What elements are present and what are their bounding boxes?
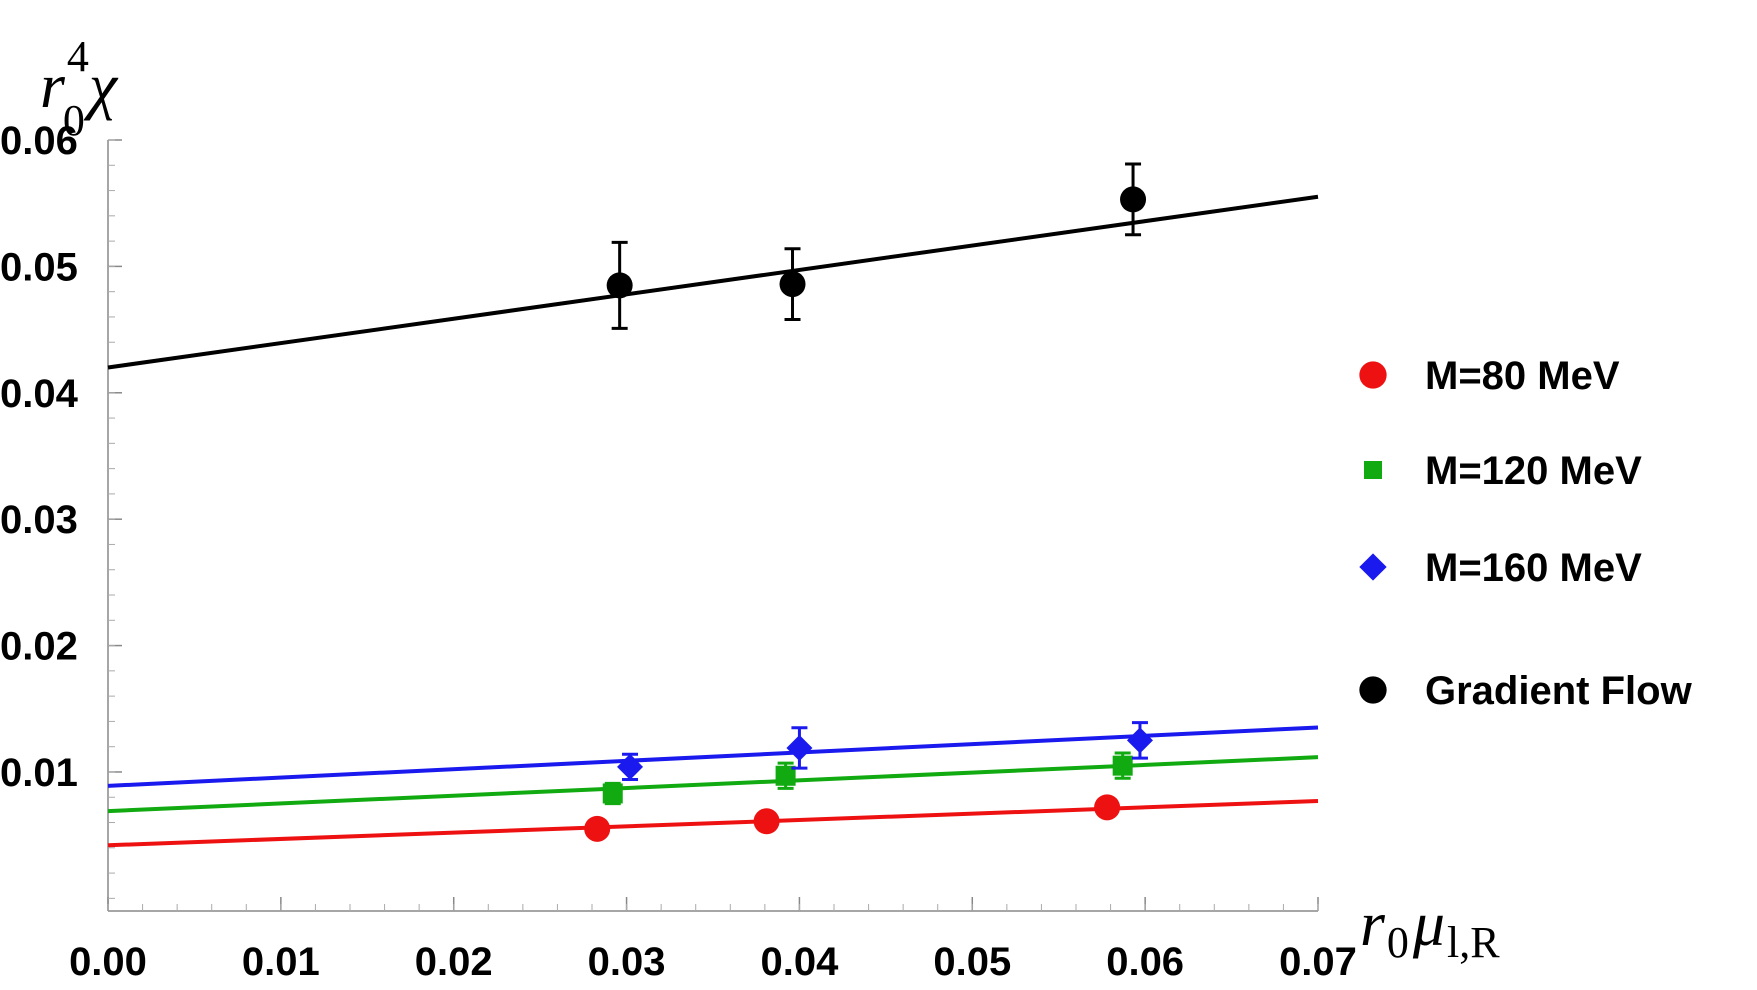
y-axis-title: r4 0χ xyxy=(40,32,119,145)
legend-marker xyxy=(1359,676,1387,704)
point-marker xyxy=(753,808,780,835)
data-point xyxy=(1094,794,1121,821)
legend-label: Gradient Flow xyxy=(1425,669,1693,713)
x-axis-title: r0μl,R xyxy=(1360,888,1500,967)
point-marker xyxy=(606,272,633,299)
y-axis-title-sub: 0 xyxy=(63,96,85,145)
y-tick-label: 0.04 xyxy=(0,372,79,416)
x-axis-title-base: r xyxy=(1360,888,1386,959)
y-tick-label: 0.02 xyxy=(0,625,78,669)
data-points xyxy=(584,162,1153,842)
point-marker xyxy=(1120,186,1147,213)
legend-entry: M=160 MeV xyxy=(1359,546,1642,590)
x-tick-label: 0.02 xyxy=(415,940,493,984)
point-marker xyxy=(775,765,796,786)
x-axis-title-main: μ xyxy=(1412,888,1445,959)
x-tick-label: 0.01 xyxy=(242,940,320,984)
data-point xyxy=(1126,721,1153,760)
point-marker xyxy=(1126,727,1153,754)
point-marker xyxy=(786,734,813,761)
legend-entry: M=80 MeV xyxy=(1359,354,1620,398)
y-axis-title-main: χ xyxy=(83,50,119,121)
x-tick-label: 0.04 xyxy=(760,940,839,984)
y-axis-title-base: r xyxy=(40,50,66,121)
legend-marker xyxy=(1359,553,1387,581)
x-axis-title-sub1: 0 xyxy=(1387,918,1409,967)
data-point xyxy=(584,815,611,842)
legend-entry: Gradient Flow xyxy=(1359,669,1693,713)
legend-label: M=80 MeV xyxy=(1425,354,1620,398)
legend-label: M=160 MeV xyxy=(1425,546,1642,590)
fit-line xyxy=(107,194,1319,370)
point-marker xyxy=(779,271,806,298)
legend-marker xyxy=(1359,361,1387,389)
fit-line xyxy=(107,725,1319,788)
data-point xyxy=(1112,751,1133,780)
point-marker xyxy=(617,753,644,780)
data-point xyxy=(779,247,806,321)
x-tick-label: 0.06 xyxy=(1106,940,1184,984)
x-tick-label: 0.03 xyxy=(588,940,666,984)
fit-line xyxy=(107,755,1319,814)
x-tick-label: 0.00 xyxy=(69,940,147,984)
legend-marker xyxy=(1364,461,1382,479)
legend: M=80 MeV M=120 MeV M=160 MeV Gradient Flow xyxy=(1359,354,1693,713)
point-marker xyxy=(584,815,611,842)
fit-line xyxy=(107,799,1319,848)
axes: 0.00 0.01 0.02 0.03 0.04 0.05 0.06 0.07 0.01 0.02… xyxy=(0,119,1357,984)
point-marker xyxy=(1094,794,1121,821)
x-tick-label: 0.07 xyxy=(1279,940,1357,984)
y-tick-label: 0.01 xyxy=(0,751,78,795)
legend-entry: M=120 MeV xyxy=(1364,449,1642,493)
y-tick-label: 0.06 xyxy=(0,119,78,163)
data-point xyxy=(1120,162,1147,237)
y-tick-label: 0.03 xyxy=(0,498,78,542)
x-tick-label: 0.05 xyxy=(933,940,1011,984)
data-point xyxy=(606,240,633,330)
y-tick-label: 0.05 xyxy=(0,245,78,289)
point-marker xyxy=(602,783,623,804)
y-axis-title-sup: 4 xyxy=(67,32,89,81)
data-point xyxy=(617,752,644,782)
data-point xyxy=(775,761,796,790)
legend-label: M=120 MeV xyxy=(1425,449,1642,493)
point-marker xyxy=(1112,755,1133,776)
data-point xyxy=(753,808,780,835)
data-point xyxy=(786,726,813,770)
data-point xyxy=(602,781,623,806)
x-axis-title-sub2: l,R xyxy=(1447,918,1500,967)
